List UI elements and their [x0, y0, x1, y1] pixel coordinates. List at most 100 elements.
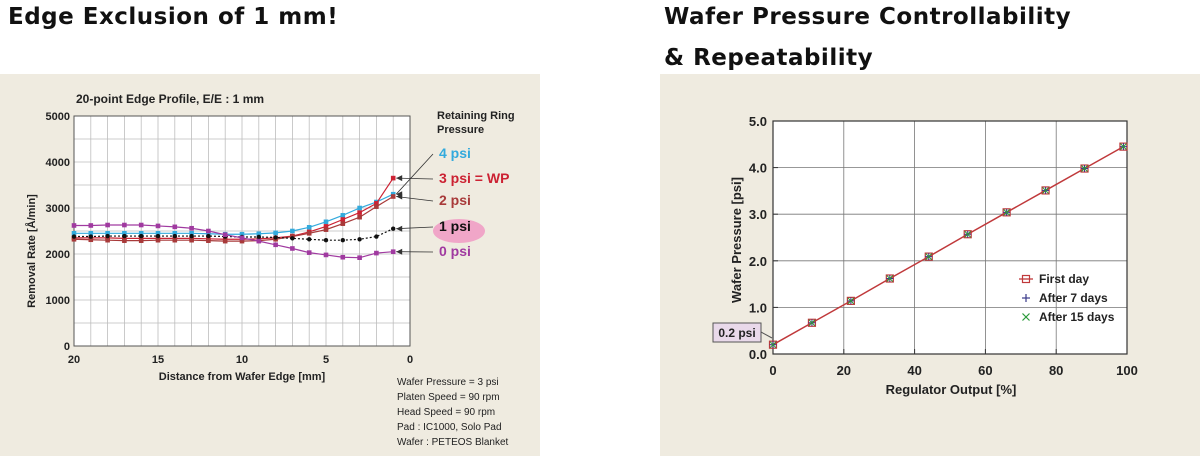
data-point — [257, 235, 261, 239]
data-point — [274, 231, 278, 235]
data-point — [223, 233, 227, 237]
data-point — [391, 176, 395, 180]
data-point — [358, 256, 362, 260]
data-point — [307, 225, 311, 229]
data-point — [156, 234, 160, 238]
data-point — [358, 206, 362, 210]
legend-label-3-psi-wp: 3 psi = WP — [439, 170, 509, 186]
y-tick-label: 5000 — [46, 111, 70, 123]
data-point — [274, 243, 278, 247]
legend-title-line1: Retaining Ring — [437, 110, 515, 122]
data-point — [391, 250, 395, 254]
edge-profile-ylabel: Removal Rate [Å/min] — [25, 194, 38, 308]
data-point — [156, 224, 160, 228]
data-point — [307, 237, 311, 241]
data-point — [122, 234, 126, 238]
x-tick-label: 0 — [407, 354, 413, 366]
data-point — [374, 251, 378, 255]
y-tick-label: 0 — [64, 341, 70, 353]
data-point — [358, 211, 362, 215]
data-point — [290, 236, 294, 240]
data-point — [206, 239, 210, 243]
left-heading: Edge Exclusion of 1 mm! — [8, 4, 338, 30]
data-point — [72, 223, 76, 227]
data-point — [391, 227, 395, 231]
x-tick-label: 20 — [68, 354, 80, 366]
data-point — [307, 231, 311, 235]
data-point — [223, 239, 227, 243]
data-point — [357, 237, 361, 241]
data-point — [106, 238, 110, 242]
y-tick-label: 5.0 — [749, 114, 767, 129]
data-point — [307, 251, 311, 255]
x-tick-label: 40 — [907, 363, 921, 378]
data-point — [374, 234, 378, 238]
x-tick-label: 0 — [769, 363, 776, 378]
right-heading-line2: & Repeatability — [664, 45, 873, 71]
data-point — [341, 218, 345, 222]
pressure-xlabel: Regulator Output [%] — [886, 382, 1017, 397]
condition-line: Platen Speed = 90 rpm — [397, 392, 500, 403]
y-tick-label: 2.0 — [749, 254, 767, 269]
data-point — [257, 239, 261, 243]
y-tick-label: 3000 — [46, 203, 70, 215]
data-point — [341, 238, 345, 242]
callout-pointer — [761, 332, 772, 338]
data-point — [190, 238, 194, 242]
edge-profile-chart: 20-point Edge Profile, E/E : 1 mm Remova… — [0, 74, 540, 456]
data-point — [324, 228, 328, 232]
y-tick-label: 0.0 — [749, 347, 767, 362]
data-point — [89, 223, 93, 227]
x-tick-label: 100 — [1116, 363, 1138, 378]
data-point — [358, 215, 362, 219]
y-tick-label: 4.0 — [749, 161, 767, 176]
edge-profile-title: 20-point Edge Profile, E/E : 1 mm — [76, 92, 264, 106]
data-point — [72, 234, 76, 238]
x-tick-label: 20 — [837, 363, 851, 378]
right-heading-line1: Wafer Pressure Controllability — [664, 4, 1071, 30]
x-tick-label: 15 — [152, 354, 164, 366]
data-point — [122, 239, 126, 243]
data-point — [173, 238, 177, 242]
legend-title-line2: Pressure — [437, 124, 484, 136]
x-tick-label: 10 — [236, 354, 248, 366]
pressure-chart: Wafer Pressure [psi] Regulator Output [%… — [660, 74, 1200, 456]
data-point — [173, 234, 177, 238]
legend-label-2-psi: 2 psi — [439, 192, 471, 208]
data-point — [106, 223, 110, 227]
data-point — [290, 246, 294, 250]
pressure-ylabel: Wafer Pressure [psi] — [729, 177, 744, 303]
data-point — [206, 234, 210, 238]
data-point — [341, 213, 345, 217]
condition-line: Head Speed = 90 rpm — [397, 407, 495, 418]
y-tick-label: 1000 — [46, 295, 70, 307]
y-tick-label: 1.0 — [749, 300, 767, 315]
x-tick-label: 5 — [323, 354, 329, 366]
x-tick-label: 80 — [1049, 363, 1063, 378]
edge-profile-xlabel: Distance from Wafer Edge [mm] — [159, 371, 326, 383]
data-point — [206, 229, 210, 233]
data-point — [156, 238, 160, 242]
data-point — [324, 238, 328, 242]
callout-text: 0.2 psi — [718, 326, 755, 340]
x-tick-label: 60 — [978, 363, 992, 378]
data-point — [189, 234, 193, 238]
y-tick-label: 4000 — [46, 157, 70, 169]
data-point — [391, 195, 395, 199]
condition-line: Pad : IC1000, Solo Pad — [397, 422, 502, 433]
y-tick-label: 2000 — [46, 249, 70, 261]
pressure-callout: 0.2 psi — [713, 323, 772, 342]
legend-label-0-psi: 0 psi — [439, 243, 471, 259]
y-tick-label: 3.0 — [749, 207, 767, 222]
data-point — [105, 234, 109, 238]
legend-label: After 15 days — [1039, 310, 1115, 324]
data-point — [374, 205, 378, 209]
data-point — [240, 236, 244, 240]
data-point — [122, 223, 126, 227]
data-point — [89, 234, 93, 238]
data-point — [190, 226, 194, 230]
pressure-panel: Wafer Pressure [psi] Regulator Output [%… — [660, 74, 1200, 456]
legend-label-4-psi: 4 psi — [439, 145, 471, 161]
data-point — [139, 234, 143, 238]
data-point — [273, 235, 277, 239]
